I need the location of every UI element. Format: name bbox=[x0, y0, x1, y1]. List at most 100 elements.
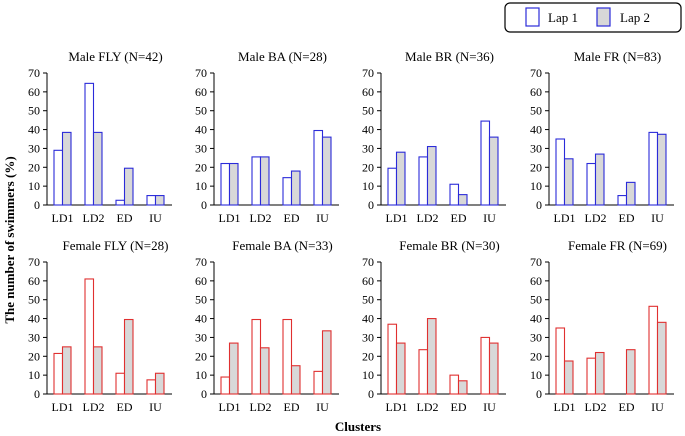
chart-panel: Female BA (N=33) 0 10 20 30 40 50 60 70 LD1 LD2 ED I… bbox=[195, 238, 339, 414]
bar-lap2 bbox=[154, 195, 165, 206]
bar-lap1 bbox=[617, 195, 628, 206]
x-tick-label: LD1 bbox=[386, 211, 408, 225]
bar-lap1 bbox=[251, 156, 262, 206]
bar-lap2 bbox=[488, 342, 499, 395]
y-tick-label: 60 bbox=[530, 274, 542, 288]
x-tick-label: LD2 bbox=[250, 211, 272, 225]
bar-lap1 bbox=[146, 379, 157, 395]
y-tick-label: 30 bbox=[195, 141, 207, 155]
y-tick-label: 0 bbox=[201, 387, 207, 401]
y-tick-label: 30 bbox=[362, 141, 374, 155]
bar-lap1 bbox=[313, 129, 324, 206]
y-tick-label: 40 bbox=[530, 123, 542, 137]
y-tick-label: 0 bbox=[368, 387, 374, 401]
y-tick-label: 40 bbox=[28, 312, 40, 326]
x-axis-title: Clusters bbox=[335, 419, 381, 434]
y-tick-label: 60 bbox=[195, 274, 207, 288]
x-tick-label: LD1 bbox=[219, 211, 241, 225]
panel-title: Male FR (N=83) bbox=[574, 49, 662, 64]
bar-lap1 bbox=[648, 131, 659, 206]
bar-lap1 bbox=[84, 82, 95, 206]
bar-lap1 bbox=[648, 305, 659, 395]
bar-lap1 bbox=[480, 120, 491, 206]
bar-lap2 bbox=[625, 181, 636, 206]
y-tick-label: 50 bbox=[28, 104, 40, 118]
y-tick-label: 50 bbox=[530, 104, 542, 118]
bar-lap2 bbox=[625, 349, 636, 395]
y-tick-label: 10 bbox=[28, 179, 40, 193]
y-tick-label: 0 bbox=[536, 198, 542, 212]
bar-lap1 bbox=[53, 149, 64, 206]
bar-lap1 bbox=[418, 156, 429, 206]
legend-box bbox=[504, 2, 682, 33]
bar-lap1 bbox=[387, 323, 398, 395]
bar-lap2 bbox=[457, 194, 468, 206]
bar-lap2 bbox=[563, 360, 574, 395]
y-tick-label: 40 bbox=[530, 312, 542, 326]
x-tick-label: LD1 bbox=[554, 400, 576, 414]
bar-lap2 bbox=[426, 145, 437, 206]
bar-lap1 bbox=[115, 199, 126, 206]
y-tick-label: 60 bbox=[28, 274, 40, 288]
y-tick-label: 70 bbox=[195, 255, 207, 269]
x-tick-label: IU bbox=[149, 211, 162, 225]
bar-lap1 bbox=[282, 177, 293, 206]
panel-title: Female BA (N=33) bbox=[232, 238, 332, 253]
y-tick-label: 70 bbox=[362, 66, 374, 80]
bar-lap2 bbox=[154, 372, 165, 395]
panel-title: Female FLY (N=28) bbox=[63, 238, 169, 253]
bar-lap2 bbox=[426, 318, 437, 395]
bar-lap2 bbox=[563, 158, 574, 206]
bar-lap1 bbox=[555, 327, 566, 395]
y-tick-label: 10 bbox=[530, 368, 542, 382]
panel-title: Female BR (N=30) bbox=[399, 238, 499, 253]
chart-panel: Male BR (N=36) 0 10 20 30 40 50 60 70 LD1 LD2 ED IU bbox=[362, 49, 506, 225]
y-tick-label: 50 bbox=[530, 293, 542, 307]
y-tick-label: 40 bbox=[195, 312, 207, 326]
x-tick-label: LD2 bbox=[585, 400, 607, 414]
x-tick-label: ED bbox=[117, 211, 133, 225]
y-tick-label: 10 bbox=[362, 179, 374, 193]
y-tick-label: 70 bbox=[195, 66, 207, 80]
y-tick-label: 40 bbox=[195, 123, 207, 137]
y-tick-label: 30 bbox=[530, 330, 542, 344]
x-tick-label: LD1 bbox=[386, 400, 408, 414]
y-tick-label: 20 bbox=[195, 160, 207, 174]
bar-lap2 bbox=[259, 347, 270, 395]
bar-lap2 bbox=[290, 170, 301, 206]
legend-lap1-label: Lap 1 bbox=[548, 10, 578, 25]
bar-lap2 bbox=[228, 162, 239, 206]
x-tick-label: ED bbox=[284, 211, 300, 225]
bar-lap1 bbox=[586, 357, 597, 395]
bar-lap2 bbox=[259, 156, 270, 206]
legend-lap2-label: Lap 2 bbox=[620, 10, 650, 25]
bar-lap1 bbox=[313, 370, 324, 395]
bar-lap1 bbox=[84, 278, 95, 395]
x-tick-label: IU bbox=[316, 211, 329, 225]
y-tick-label: 20 bbox=[362, 160, 374, 174]
y-tick-label: 20 bbox=[530, 349, 542, 363]
y-tick-label: 40 bbox=[362, 123, 374, 137]
chart-panels: Male FLY (N=42) 0 10 20 30 40 50 60 70 LD1 LD2 ED IU… bbox=[28, 49, 674, 414]
y-tick-label: 30 bbox=[362, 330, 374, 344]
y-tick-label: 40 bbox=[362, 312, 374, 326]
x-tick-label: LD2 bbox=[417, 400, 439, 414]
y-tick-label: 40 bbox=[28, 123, 40, 137]
bar-lap2 bbox=[321, 330, 332, 395]
y-tick-label: 30 bbox=[28, 330, 40, 344]
x-tick-label: LD2 bbox=[585, 211, 607, 225]
x-tick-label: IU bbox=[651, 400, 664, 414]
bar-lap1 bbox=[387, 167, 398, 206]
y-tick-label: 0 bbox=[34, 198, 40, 212]
bar-lap2 bbox=[488, 136, 499, 206]
bar-lap2 bbox=[656, 321, 667, 395]
bar-lap1 bbox=[282, 318, 293, 395]
legend-lap1-swatch bbox=[525, 7, 540, 27]
x-tick-label: IU bbox=[483, 211, 496, 225]
bar-lap1 bbox=[53, 352, 64, 395]
legend: Lap 1 Lap 2 bbox=[504, 2, 682, 33]
y-tick-label: 60 bbox=[195, 85, 207, 99]
y-tick-label: 0 bbox=[536, 387, 542, 401]
chart-panel: Male FLY (N=42) 0 10 20 30 40 50 60 70 LD1 LD2 ED IU bbox=[28, 49, 172, 225]
chart-panel: Male FR (N=83) 0 10 20 30 40 50 60 70 LD1 LD2 ED IU bbox=[530, 49, 674, 225]
